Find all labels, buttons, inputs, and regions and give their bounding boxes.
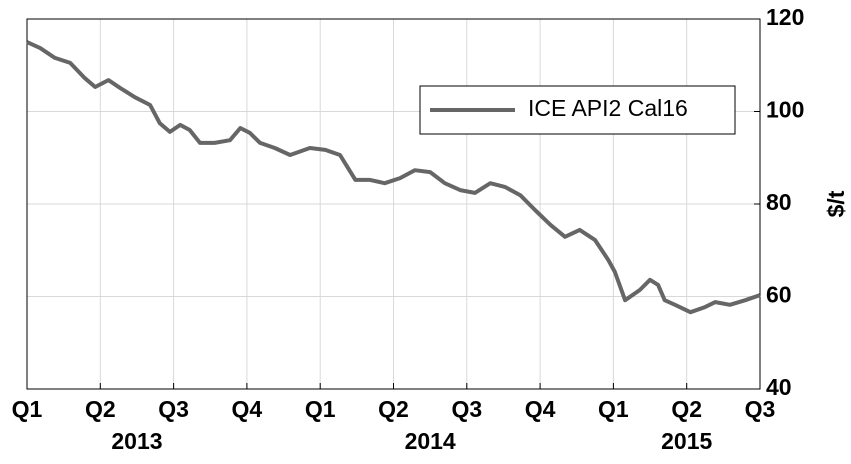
x-tick-label: Q4 bbox=[232, 396, 263, 422]
y-tick-label: 40 bbox=[766, 374, 792, 400]
y-axis-label: $/t bbox=[823, 190, 849, 217]
y-tick-label: 120 bbox=[766, 4, 804, 30]
x-group-label: 2014 bbox=[405, 428, 456, 454]
x-tick-label: Q3 bbox=[451, 396, 482, 422]
legend-label: ICE API2 Cal16 bbox=[528, 95, 688, 121]
x-group-label: 2015 bbox=[661, 428, 712, 454]
x-tick-label: Q1 bbox=[12, 396, 43, 422]
x-tick-label: Q1 bbox=[598, 396, 629, 422]
line bbox=[26, 40, 761, 315]
x-group-label: 2013 bbox=[111, 428, 162, 454]
x-tick-label: Q2 bbox=[378, 396, 409, 422]
x-tick-label: Q2 bbox=[85, 396, 116, 422]
y-tick-label: 100 bbox=[766, 97, 804, 123]
x-tick-label: Q3 bbox=[745, 396, 776, 422]
x-tick-label: Q2 bbox=[671, 396, 702, 422]
plot-frame bbox=[26, 18, 761, 390]
x-tick-label: Q4 bbox=[525, 396, 556, 422]
x-tick-label: Q1 bbox=[305, 396, 336, 422]
y-tick-label: 60 bbox=[766, 282, 792, 308]
x-tick-label: Q3 bbox=[158, 396, 189, 422]
y-tick-label: 80 bbox=[766, 189, 792, 215]
